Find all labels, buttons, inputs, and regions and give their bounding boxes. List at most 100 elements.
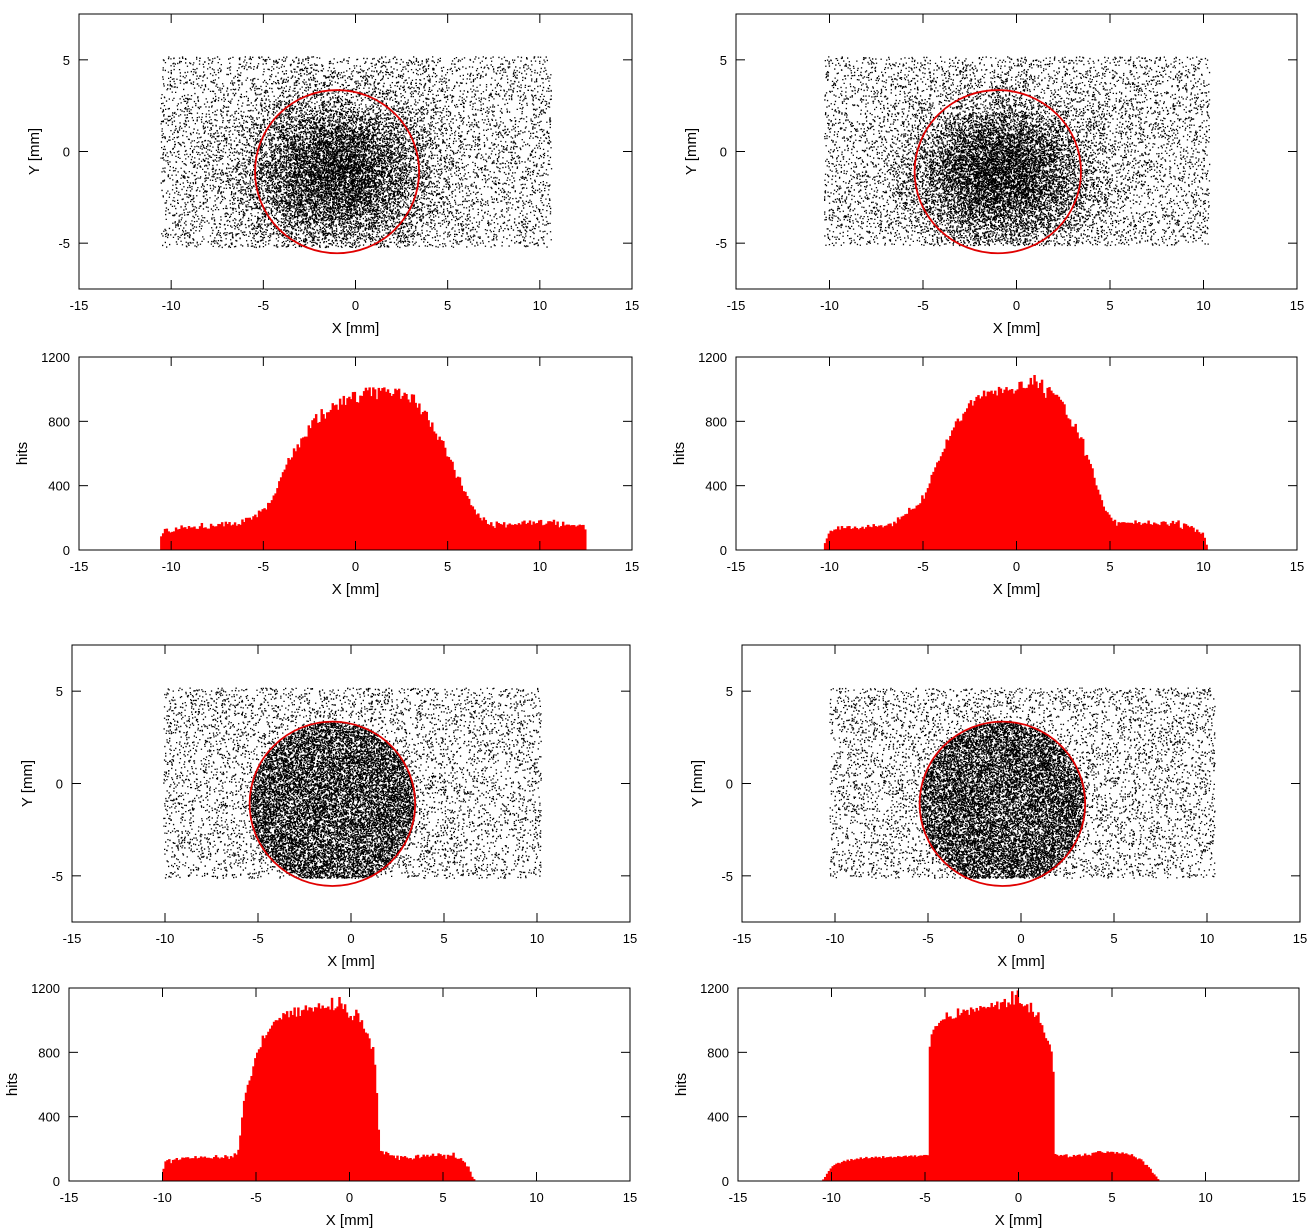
histogram-bars (160, 387, 587, 550)
histogram-bar (269, 1028, 272, 1181)
histogram-bar (281, 472, 285, 550)
histogram-bar (438, 436, 441, 550)
histogram-bar (337, 409, 340, 550)
histogram-bar (305, 436, 309, 550)
histogram-bar (241, 519, 244, 550)
histogram-bar (1063, 1154, 1066, 1181)
histogram-bar (930, 474, 933, 550)
histogram-bar (848, 1160, 851, 1181)
histogram-bar (366, 390, 370, 550)
histogram-bar (880, 1158, 883, 1181)
histogram-bar (168, 1159, 171, 1181)
histogram-bar (525, 523, 528, 550)
histogram-bar (284, 1014, 287, 1181)
histogram-bar (1001, 1001, 1005, 1181)
histogram-bar (988, 391, 991, 550)
y-tick-label: 400 (705, 479, 727, 494)
histogram-bar (1074, 1156, 1078, 1181)
histogram-bar (1087, 459, 1091, 550)
histogram-bar (994, 390, 997, 550)
histogram-bar (1190, 526, 1193, 550)
histogram-bar (1052, 1071, 1055, 1181)
histogram-bar (166, 1160, 169, 1181)
histogram-bar (913, 1155, 917, 1181)
histogram-bar (220, 522, 224, 550)
histogram-bar (250, 519, 253, 550)
histogram-bar (252, 516, 255, 550)
histogram-bar (923, 1154, 926, 1181)
histogram-bar (392, 393, 395, 550)
histogram-bar (309, 428, 312, 550)
histogram-bar (276, 1020, 280, 1181)
histogram-panel: -15 -10 -5 0 5 10 15 0 400 800 1200 X [mm] hits (671, 350, 1304, 598)
histogram-bar (345, 1012, 349, 1181)
histogram-bar (409, 1158, 412, 1181)
histogram-bar (332, 1010, 336, 1181)
histogram-bar (267, 502, 270, 550)
histogram-bar (958, 1015, 962, 1181)
histogram-bar (349, 399, 353, 550)
histogram-bar (565, 524, 569, 550)
histogram-bar (956, 418, 960, 550)
histogram-bar (971, 405, 975, 550)
histogram-bar (1016, 389, 1019, 550)
histogram-bar (429, 426, 432, 550)
histogram-bar (539, 519, 543, 550)
histogram-bar (349, 1015, 352, 1181)
histogram-bar (530, 524, 534, 550)
histogram-bar (1106, 1151, 1109, 1181)
histogram-bar (1188, 527, 1192, 550)
histogram-bar (893, 1156, 896, 1181)
histogram-bar (315, 1007, 319, 1181)
histogram-bar (293, 1007, 296, 1181)
histogram-bar (205, 1157, 208, 1181)
histogram-bar (405, 1157, 409, 1181)
histogram-bar (1016, 990, 1020, 1181)
histogram-bar (165, 528, 169, 550)
histogram-bar (1160, 521, 1163, 550)
histogram-bar (504, 527, 508, 550)
histogram-bar (936, 1025, 939, 1181)
histogram-bar (499, 523, 502, 550)
y-axis-label: hits (671, 442, 688, 465)
histogram-bar (1096, 489, 1100, 550)
histogram-bar (1128, 1155, 1132, 1181)
histogram-bar (163, 528, 167, 550)
histogram-bar (215, 526, 218, 550)
histogram-bar (913, 508, 917, 550)
histogram-bar (1037, 1012, 1040, 1181)
histogram-bar (362, 1028, 366, 1181)
x-tick-label: -15 (727, 298, 746, 313)
histogram-bar (949, 1016, 952, 1181)
y-tick-label: 5 (63, 53, 70, 68)
histogram-bar (1184, 524, 1188, 550)
histogram-bar (1145, 523, 1148, 550)
x-tick-label: -5 (258, 559, 270, 574)
histogram-bar (915, 505, 918, 550)
histogram-bar (906, 513, 909, 550)
histogram-bar (351, 392, 355, 550)
histogram-bar (510, 524, 513, 550)
histogram-bar (235, 525, 239, 550)
histogram-bar (829, 1168, 833, 1181)
histogram-bar (278, 481, 281, 550)
histogram-bar (1070, 426, 1074, 550)
histogram-bar (459, 1158, 463, 1181)
histogram-bar (1110, 1151, 1113, 1181)
histogram-bar (936, 462, 939, 550)
histogram-bar (1139, 524, 1143, 550)
x-axis-label: X [mm] (332, 320, 380, 337)
histogram-bar (988, 1007, 992, 1181)
x-tick-label: -5 (919, 1190, 931, 1205)
histogram-bar (573, 525, 576, 550)
histogram-bar (447, 457, 451, 550)
histogram-bar (1055, 394, 1059, 550)
histogram-bar (472, 1179, 476, 1181)
histogram-bar (962, 1009, 965, 1181)
histogram-bar (925, 1154, 928, 1181)
histogram-bar (314, 414, 318, 550)
histogram-bar (859, 1157, 863, 1181)
histogram-bar (344, 404, 347, 550)
histogram-bar (1022, 387, 1025, 550)
y-tick-label: 1200 (41, 350, 70, 365)
